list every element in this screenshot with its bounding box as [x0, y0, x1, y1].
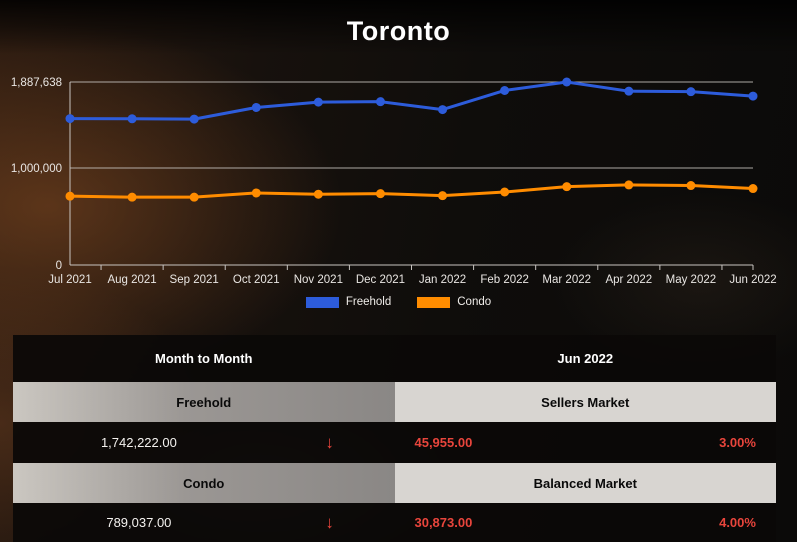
- x-axis-month-label: Mar 2022: [542, 274, 591, 286]
- table-header-row: Month to Month Jun 2022: [13, 335, 776, 382]
- legend-swatch-condo: [417, 296, 451, 308]
- data-point-freehold[interactable]: [686, 87, 696, 97]
- data-point-freehold[interactable]: [438, 105, 448, 115]
- series-condo[interactable]: [65, 180, 758, 202]
- data-point-condo[interactable]: [189, 192, 199, 202]
- category-row-condo: Condo Balanced Market: [13, 463, 776, 503]
- data-point-freehold[interactable]: [562, 77, 572, 87]
- data-point-freehold[interactable]: [748, 91, 758, 101]
- category-row-freehold: Freehold Sellers Market: [13, 382, 776, 422]
- data-point-condo[interactable]: [748, 184, 758, 194]
- condo-values-row: 789,037.00 ↓ 30,873.00 4.00%: [13, 503, 776, 542]
- freehold-change-percent: 3.00%: [719, 435, 756, 450]
- freehold-price: 1,742,222.00: [100, 435, 177, 450]
- x-axis-month-label: Sep 2021: [170, 274, 219, 286]
- page-title: Toronto: [346, 16, 451, 46]
- condo-category-cell: Condo: [13, 463, 395, 503]
- legend-swatch-freehold: [305, 296, 339, 308]
- y-axis-tick-label: 0: [56, 260, 62, 272]
- data-point-condo[interactable]: [375, 189, 385, 199]
- data-point-condo[interactable]: [686, 181, 696, 191]
- gridlines: 0 1,000,000 1,887,638: [11, 77, 753, 272]
- data-point-freehold[interactable]: [375, 97, 385, 107]
- freehold-trend-down-icon: ↓: [325, 433, 334, 452]
- x-axis-month-label: Aug 2021: [107, 274, 156, 286]
- freehold-market-status-cell: Sellers Market: [394, 382, 776, 422]
- data-point-condo[interactable]: [562, 182, 572, 192]
- price-trend-chart[interactable]: 0 1,000,000 1,887,638 Jul 2021 Aug 2021 Sep 2…: [0, 0, 797, 292]
- header-month-to-month: Month to Month: [155, 351, 253, 366]
- x-axis-month-label: Feb 2022: [480, 274, 529, 286]
- data-point-condo[interactable]: [438, 191, 448, 201]
- data-point-condo[interactable]: [65, 191, 75, 201]
- axes: Jul 2021 Aug 2021 Sep 2021 Oct 2021 Nov 2021…: [48, 82, 777, 286]
- x-axis-month-label: May 2022: [666, 274, 717, 286]
- condo-change-amount: 30,873.00: [414, 515, 473, 530]
- x-axis-month-label: Oct 2021: [233, 274, 280, 286]
- data-point-freehold[interactable]: [251, 102, 261, 112]
- data-point-freehold[interactable]: [127, 114, 137, 124]
- condo-market-status-cell: Balanced Market: [394, 463, 776, 503]
- data-point-condo[interactable]: [127, 192, 137, 202]
- x-axis-month-label: Dec 2021: [356, 274, 405, 286]
- x-axis-month-label: Jul 2021: [48, 274, 91, 286]
- data-point-freehold[interactable]: [624, 86, 634, 96]
- data-point-freehold[interactable]: [65, 114, 75, 124]
- header-current-month: Jun 2022: [557, 351, 614, 366]
- freehold-category-cell: Freehold: [13, 382, 395, 422]
- legend-label-freehold: Freehold: [345, 296, 392, 308]
- data-point-condo[interactable]: [500, 187, 510, 197]
- condo-trend-down-icon: ↓: [325, 513, 334, 532]
- y-axis-tick-label: 1,887,638: [11, 77, 62, 89]
- data-point-condo[interactable]: [251, 188, 261, 198]
- x-axis-month-label: Jan 2022: [419, 274, 466, 286]
- freehold-values-row: 1,742,222.00 ↓ 45,955.00 3.00%: [13, 422, 776, 463]
- freehold-change-amount: 45,955.00: [414, 435, 473, 450]
- condo-change-percent: 4.00%: [719, 515, 756, 530]
- legend-label-condo: Condo: [457, 296, 492, 308]
- series-freehold[interactable]: [65, 77, 758, 124]
- summary-table: Month to Month Jun 2022 Freehold Sellers…: [13, 335, 776, 542]
- data-point-freehold[interactable]: [500, 85, 510, 95]
- data-point-condo[interactable]: [624, 180, 634, 190]
- x-axis-month-label: Nov 2021: [294, 274, 343, 286]
- x-axis-month-label: Jun 2022: [729, 274, 776, 286]
- data-point-freehold[interactable]: [313, 97, 323, 107]
- data-point-condo[interactable]: [313, 189, 323, 199]
- data-point-freehold[interactable]: [189, 114, 199, 124]
- condo-price: 789,037.00: [106, 515, 172, 530]
- chart-legend: Freehold Condo: [0, 294, 797, 310]
- x-axis-month-label: Apr 2022: [605, 274, 652, 286]
- y-axis-tick-label: 1,000,000: [11, 163, 62, 175]
